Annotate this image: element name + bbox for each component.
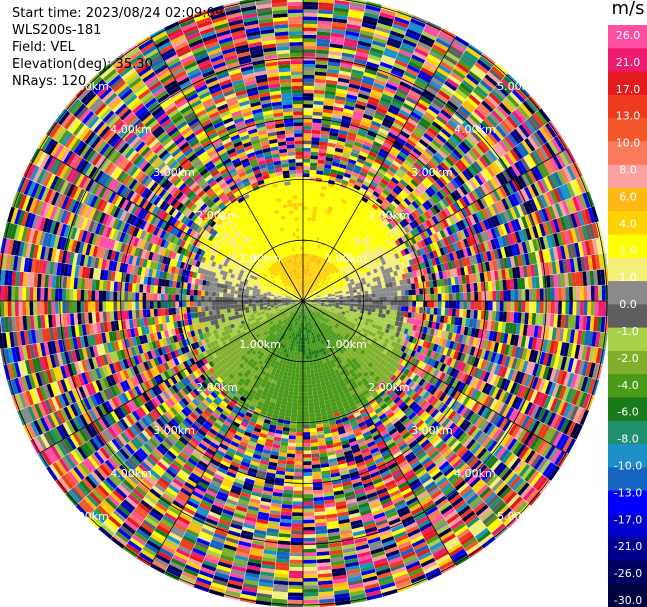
colorbar-tick-label: -17.0 [614, 513, 642, 526]
colorbar-tick-label: 6.0 [619, 190, 637, 203]
colorbar-swatch [608, 164, 647, 189]
colorbar-tick-label: 21.0 [616, 56, 641, 69]
colorbar-swatch [608, 397, 647, 422]
colorbar-swatch [608, 513, 647, 538]
colorbar-tick-label: 2.0 [619, 244, 637, 257]
colorbar-swatch [608, 118, 647, 142]
range-ring-label: 5.00km [497, 80, 539, 93]
nrays-label: NRays: 120 [12, 74, 87, 89]
colorbar-swatch [608, 187, 647, 212]
range-ring-label: 1.00km [239, 338, 281, 351]
azimuth-spoke [302, 300, 567, 454]
range-ring-label: 3.00km [411, 424, 453, 437]
colorbar-units: m/s [611, 0, 645, 19]
colorbar-tick-label: -13.0 [614, 486, 642, 499]
colorbar-tick-label: -10.0 [614, 460, 642, 473]
colorbar-tick-label: -2.0 [617, 352, 638, 365]
colorbar-tick-label: 13.0 [616, 110, 641, 123]
colorbar-swatch [608, 374, 647, 398]
colorbar-swatch [608, 490, 647, 515]
ppi-plot: 1.00km 1.00km 1.00km 1.00km 2.00km 2.00km 2.00… [0, 0, 608, 607]
colorbar-swatch [608, 234, 647, 259]
range-ring-label: 4.00km [110, 467, 152, 480]
range-ring-label: 3.00km [411, 166, 453, 179]
range-ring-label: 3.00km [153, 166, 195, 179]
azimuth-spoke [302, 300, 456, 565]
colorbar: 26.0 21.0 17.0 13.0 10.0 8.0 6.0 4.0 2.0 1.0 0.0 -1… [608, 25, 647, 607]
azimuth-spoke [150, 37, 304, 302]
colorbar-swatch [608, 281, 647, 305]
range-ring-label: 2.00km [196, 381, 238, 394]
colorbar-tick-label: -8.0 [617, 433, 638, 446]
colorbar-swatch [608, 420, 647, 445]
range-ring-label: 5.00km [67, 510, 109, 523]
colorbar-tick-label: -6.0 [617, 406, 638, 419]
colorbar-swatch [608, 211, 647, 236]
colorbar-tick-label: 0.0 [619, 298, 637, 311]
colorbar-swatch [608, 304, 647, 329]
colorbar-swatch [608, 71, 647, 96]
colorbar-tick-label: -4.0 [617, 379, 638, 392]
azimuth-spoke [302, 37, 456, 302]
range-ring-label: 2.00km [368, 381, 410, 394]
range-ring-label: 5.00km [497, 510, 539, 523]
colorbar-tick-label: -30.0 [614, 594, 642, 607]
range-ring-label: 2.00km [368, 209, 410, 222]
colorbar-tick-label: -21.0 [614, 540, 642, 553]
azimuth-spoke [39, 300, 304, 454]
colorbar-tick-label: 10.0 [616, 137, 641, 150]
range-ring-labels: 1.00km 1.00km 1.00km 1.00km 2.00km 2.00km 2.00… [67, 80, 538, 523]
velocity-gates [0, 0, 608, 607]
range-ring-label: 4.00km [110, 123, 152, 136]
start-time-label: Start time: 2023/08/24 02:09:09 [12, 6, 224, 21]
colorbar-swatch [608, 444, 647, 468]
instrument-label: WLS200s-181 [12, 23, 102, 38]
range-ring-label: 1.00km [239, 252, 281, 265]
elevation-label: Elevation(deg): 35.30 [12, 57, 153, 72]
colorbar-swatch [608, 327, 647, 352]
colorbar-tick-label: 17.0 [616, 83, 641, 96]
range-ring-label: 2.00km [196, 209, 238, 222]
azimuth-spoke [150, 300, 304, 565]
colorbar-swatch [608, 141, 647, 166]
colorbar-swatch [608, 560, 647, 585]
colorbar-swatch [608, 257, 647, 282]
field-label: Field: VEL [12, 40, 75, 55]
range-ring-label: 1.00km [325, 338, 367, 351]
colorbar-swatch [608, 583, 647, 607]
range-ring-label: 5.00km [67, 80, 109, 93]
colorbar-swatch [608, 537, 647, 561]
colorbar-swatch [608, 350, 647, 375]
azimuth-spoke [302, 148, 567, 302]
range-ring-label: 4.00km [454, 467, 496, 480]
colorbar-tick-label: -1.0 [617, 325, 638, 338]
colorbar-tick-label: -26.0 [614, 567, 642, 580]
range-ring-label: 1.00km [325, 252, 367, 265]
colorbar-tick-label: 26.0 [616, 29, 641, 42]
colorbar-tick-label: 8.0 [619, 164, 637, 177]
colorbar-tick-label: 4.0 [619, 217, 637, 230]
colorbar-swatch [608, 48, 647, 73]
range-ring-label: 3.00km [153, 424, 195, 437]
range-ring-grid [0, 0, 608, 606]
colorbar-swatch [608, 94, 647, 119]
colorbar-swatch [608, 467, 647, 492]
colorbar-tick-label: 1.0 [619, 271, 637, 284]
colorbar-swatch [608, 25, 647, 49]
range-ring-label: 4.00km [454, 123, 496, 136]
azimuth-spoke [39, 148, 304, 302]
